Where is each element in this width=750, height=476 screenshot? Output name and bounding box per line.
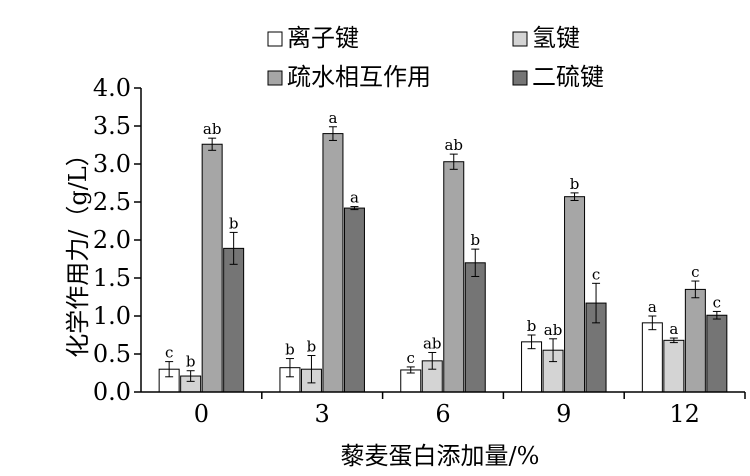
significance-label: a: [328, 109, 337, 127]
y-tick-label: 1.0: [93, 302, 131, 330]
bar: [521, 341, 543, 393]
x-tick-label: 0: [194, 400, 209, 428]
legend-label: 疏水相互作用: [287, 63, 431, 91]
legend-swatch: [267, 70, 283, 86]
significance-label: b: [285, 341, 295, 359]
significance-label: ab: [203, 120, 222, 138]
significance-label: a: [669, 320, 678, 338]
significance-label: c: [592, 265, 600, 283]
y-tick-label: 0.0: [93, 378, 131, 406]
legend-label: 二硫键: [532, 63, 604, 91]
significance-label: b: [307, 338, 317, 356]
bar: [322, 133, 344, 393]
significance-label: c: [691, 263, 699, 281]
x-axis: 0 3 6 9 12: [141, 391, 746, 428]
bar: [343, 207, 365, 393]
significance-label: c: [165, 344, 173, 362]
y-tick-label: 0.5: [93, 340, 131, 368]
significance-label: ab: [444, 136, 463, 154]
y-tick-label: 3.0: [93, 150, 131, 178]
significance-label: a: [648, 298, 657, 316]
x-axis-title: 藜麦蛋白添加量/%: [341, 442, 540, 470]
bar: [641, 322, 663, 393]
legend-swatch: [512, 31, 528, 47]
bar: [223, 247, 245, 393]
x-tick-label: 6: [435, 400, 450, 428]
x-tick-label: 9: [556, 400, 571, 428]
y-tick-label: 4.0: [93, 74, 131, 102]
significance-label: b: [229, 214, 239, 232]
x-tick-label: 12: [669, 400, 700, 428]
x-tick-label: 3: [315, 400, 330, 428]
y-axis: 0.0 0.5 1.0 1.5 2.0 2.5 3.0 3.5 4.0: [93, 74, 142, 406]
significance-label: b: [470, 231, 480, 249]
significance-label: b: [527, 317, 537, 335]
bar: [663, 339, 685, 393]
significance-label: c: [407, 349, 415, 367]
legend-swatch: [512, 70, 528, 86]
y-tick-label: 1.5: [93, 264, 131, 292]
y-tick-label: 3.5: [93, 112, 131, 140]
significance-label: b: [186, 353, 196, 371]
bar: [564, 196, 586, 393]
legend-label: 离子键: [287, 24, 359, 52]
y-axis-title: 化学作用力/（g/L）: [64, 142, 92, 357]
legend-label: 氢键: [532, 24, 580, 52]
significance-label: ab: [423, 334, 442, 352]
legend-swatch: [267, 31, 283, 47]
significance-label: ab: [544, 321, 563, 339]
bar: [201, 143, 223, 393]
bar: [706, 314, 728, 393]
bar: [464, 262, 486, 393]
significance-label: a: [350, 189, 359, 207]
y-tick-label: 2.0: [93, 226, 131, 254]
bar: [443, 161, 465, 393]
y-tick-label: 2.5: [93, 188, 131, 216]
significance-label: b: [570, 175, 580, 193]
significance-label: c: [713, 293, 721, 311]
bar: [684, 288, 706, 393]
